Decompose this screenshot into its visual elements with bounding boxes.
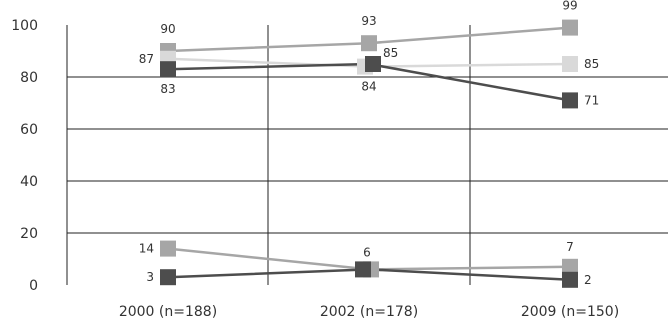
y-tick-label-40: 40 (20, 174, 38, 190)
data-label-s5-p3: 2 (584, 273, 592, 287)
marker-s2-p3 (562, 56, 578, 72)
data-labels: 90 93 99 87 84 85 83 85 71 14 6 7 3 2 (139, 0, 600, 287)
marker-s3-p2 (365, 56, 381, 72)
x-tick-label-3: 2009 (n=150) (521, 304, 619, 320)
data-label-s3-p2: 85 (383, 46, 398, 60)
data-label-s2-p1: 87 (139, 52, 154, 66)
y-tick-label-60: 60 (20, 122, 38, 138)
y-tick-label-0: 0 (29, 278, 38, 294)
y-axis-ticks: 0 20 40 60 80 100 (11, 18, 38, 294)
data-label-s1-p1: 90 (160, 22, 175, 36)
marker-s4-p1 (160, 240, 176, 257)
y-tick-label-80: 80 (20, 70, 38, 86)
data-label-s1-p2: 93 (361, 14, 376, 28)
data-label-s3-p3: 71 (584, 93, 599, 107)
data-label-s1-p3: 99 (562, 0, 577, 13)
marker-s1-p3 (562, 19, 578, 36)
marker-s3-p3 (562, 92, 578, 109)
marker-s5-p3 (562, 271, 578, 288)
series-markers (160, 19, 578, 288)
data-label-s4-p1: 14 (139, 242, 154, 256)
data-label-s4-p3: 7 (566, 240, 574, 254)
data-label-s2-p3: 85 (584, 57, 599, 71)
x-tick-label-2: 2002 (n=178) (320, 304, 418, 320)
y-tick-label-100: 100 (11, 18, 38, 34)
marker-s5-p1 (160, 269, 176, 286)
marker-s1-p2 (361, 35, 377, 52)
x-tick-label-1: 2000 (n=188) (119, 304, 217, 320)
y-tick-label-20: 20 (20, 226, 38, 242)
data-label-s3-p1: 83 (160, 82, 175, 96)
data-label-s5-p1: 3 (146, 270, 154, 284)
marker-s4-p3 (562, 258, 578, 275)
x-axis-ticks: 2000 (n=188) 2002 (n=178) 2009 (n=150) (119, 304, 619, 320)
data-label-s4-p2: 6 (363, 245, 371, 259)
data-label-s2-p2: 84 (361, 80, 376, 94)
marker-s5-p2 (355, 261, 371, 278)
marker-s3-p1 (160, 61, 176, 78)
